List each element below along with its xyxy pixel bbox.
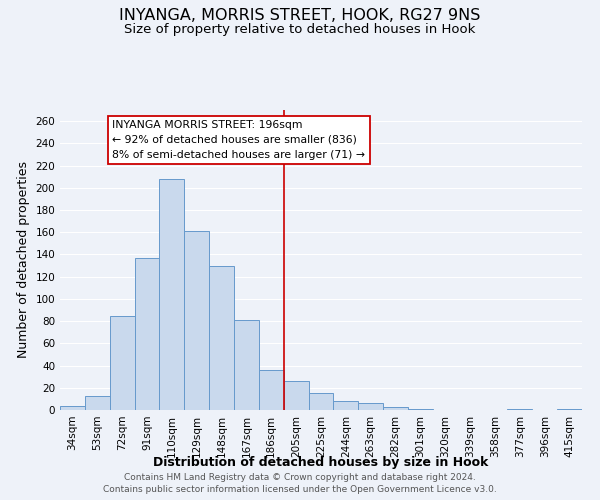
Bar [60,406,85,410]
Bar [234,320,259,410]
Bar [85,396,110,410]
Bar [334,401,358,410]
Bar [160,179,184,410]
Y-axis label: Number of detached properties: Number of detached properties [17,162,30,358]
Text: Contains HM Land Registry data © Crown copyright and database right 2024.
Contai: Contains HM Land Registry data © Crown c… [103,472,497,494]
Text: INYANGA MORRIS STREET: 196sqm
← 92% of detached houses are smaller (836)
8% of s: INYANGA MORRIS STREET: 196sqm ← 92% of d… [112,120,365,160]
Bar [110,316,134,410]
Bar [184,231,209,410]
Bar [557,409,582,410]
Text: Distribution of detached houses by size in Hook: Distribution of detached houses by size … [154,456,488,469]
Bar [209,266,234,410]
Text: Size of property relative to detached houses in Hook: Size of property relative to detached ho… [124,22,476,36]
Bar [259,370,284,410]
Bar [508,409,532,410]
Bar [358,404,383,410]
Bar [408,409,433,410]
Bar [284,381,308,410]
Text: INYANGA, MORRIS STREET, HOOK, RG27 9NS: INYANGA, MORRIS STREET, HOOK, RG27 9NS [119,8,481,22]
Bar [134,258,160,410]
Bar [383,406,408,410]
Bar [308,394,334,410]
